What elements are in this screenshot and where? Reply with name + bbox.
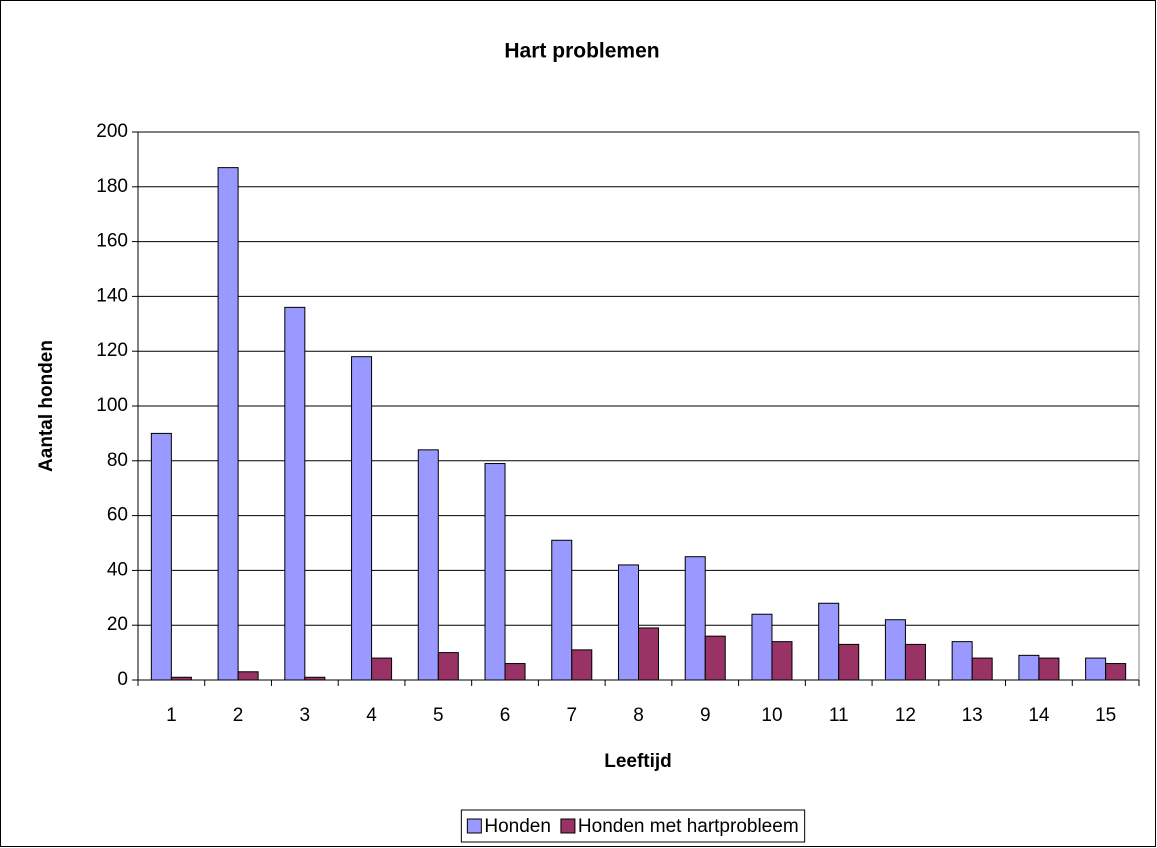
bar (904, 643, 926, 681)
bar (437, 652, 459, 681)
legend: Honden Honden met hartprobleem (466, 816, 799, 837)
x-tick-label: 14 (1028, 705, 1050, 726)
bar (771, 641, 793, 681)
x-tick-label: 5 (433, 705, 444, 726)
bar (684, 556, 706, 681)
bar (571, 649, 593, 681)
bar (751, 613, 773, 681)
legend-box (460, 809, 806, 843)
bar (351, 356, 373, 681)
x-tick-label: 2 (233, 705, 244, 726)
y-tick-label: 0 (117, 669, 128, 690)
x-tick-label: 3 (300, 705, 311, 726)
bar (551, 539, 573, 681)
y-tick-label: 60 (107, 505, 128, 526)
bar (638, 627, 660, 681)
bar (371, 657, 393, 681)
y-tick-label: 120 (96, 340, 128, 361)
y-tick-label: 80 (107, 450, 128, 471)
x-tick-label: 11 (829, 705, 849, 726)
legend-label: Honden met hartprobleem (578, 816, 799, 837)
y-tick-label: 140 (96, 285, 128, 306)
bar (1105, 663, 1127, 681)
legend-swatch (560, 818, 576, 834)
x-tick-label: 10 (761, 705, 782, 726)
bar (884, 619, 906, 681)
bar (1085, 657, 1107, 681)
bar (284, 306, 306, 681)
y-tick-label: 200 (96, 121, 128, 142)
y-tick-label: 180 (96, 176, 128, 197)
bar (818, 602, 840, 681)
x-tick-label: 4 (366, 705, 377, 726)
bar (1038, 657, 1060, 681)
bar (1018, 654, 1040, 681)
y-tick-label: 20 (107, 614, 128, 635)
x-tick-label: 1 (166, 705, 177, 726)
y-tick-label: 160 (96, 231, 128, 252)
legend-swatch (466, 818, 482, 834)
bar (704, 635, 726, 681)
bar (504, 663, 526, 681)
y-axis-label: Aantal honden (36, 340, 57, 472)
chart-title: Hart problemen (504, 40, 659, 63)
bar (484, 463, 506, 681)
x-tick-label: 8 (633, 705, 644, 726)
legend-label: Honden (484, 816, 551, 837)
bar (971, 657, 993, 681)
x-tick-label: 13 (962, 705, 983, 726)
bar (217, 167, 239, 681)
y-tick-label: 100 (96, 395, 128, 416)
x-tick-label: 9 (700, 705, 711, 726)
bar (237, 671, 259, 681)
bar (838, 643, 860, 681)
bar (617, 564, 639, 681)
bar (417, 449, 439, 681)
y-tick-label: 40 (107, 559, 128, 580)
bar (150, 432, 172, 681)
x-tick-label: 15 (1095, 705, 1116, 726)
bar (951, 641, 973, 681)
x-tick-label: 12 (895, 705, 916, 726)
x-axis-label: Leeftijd (604, 751, 672, 772)
x-tick-label: 6 (500, 705, 511, 726)
x-tick-label: 7 (566, 705, 577, 726)
